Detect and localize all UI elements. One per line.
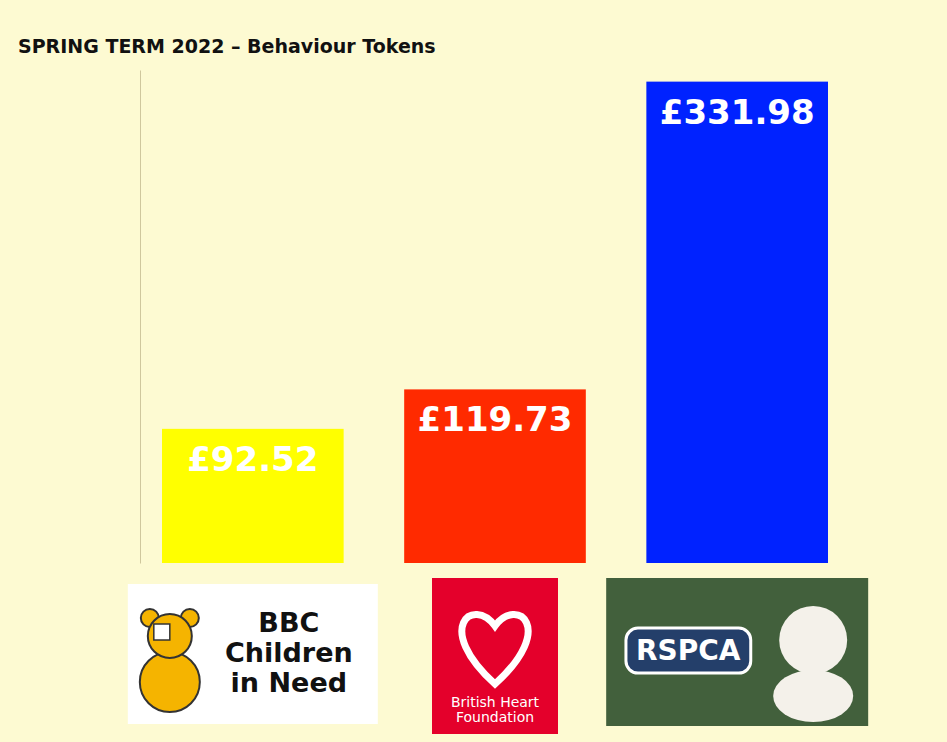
y-axis xyxy=(140,71,141,564)
category-label: RSPCA xyxy=(636,634,741,667)
label-line: Foundation xyxy=(456,709,534,725)
chart: SPRING TERM 2022 – Behaviour Tokens £92.5… xyxy=(0,0,947,742)
logo-background xyxy=(432,578,558,734)
data-label: £331.98 xyxy=(660,92,815,132)
category-label: British HeartFoundation xyxy=(451,694,540,726)
background xyxy=(0,0,947,742)
label-line: RSPCA xyxy=(636,634,741,667)
category-labels: BBCChildrenin Need British HeartFoundatio… xyxy=(128,578,868,734)
title: SPRING TERM 2022 – Behaviour Tokens xyxy=(18,35,436,57)
label-line: Children xyxy=(225,637,353,668)
data-label: £119.73 xyxy=(418,399,573,439)
logo-background xyxy=(128,584,378,724)
category-logo: RSPCA xyxy=(606,578,868,726)
bar xyxy=(404,389,586,563)
bear-bandage xyxy=(154,624,170,640)
logo-dog xyxy=(773,670,853,722)
label-line: in Need xyxy=(231,667,347,698)
category-logo: British HeartFoundation xyxy=(432,578,558,734)
label-line: BBC xyxy=(258,607,319,638)
logo-frame xyxy=(626,628,751,673)
bear-head xyxy=(148,614,192,658)
logo-heart xyxy=(462,615,528,684)
logo-dog xyxy=(779,606,847,674)
logo-background xyxy=(606,578,868,726)
y-axis-line xyxy=(140,71,141,564)
label-line: British Heart xyxy=(451,694,540,710)
data-label: £92.52 xyxy=(187,439,318,479)
bar xyxy=(646,82,828,563)
category-label: BBCChildrenin Need xyxy=(225,607,353,698)
bar xyxy=(162,429,344,563)
data-labels: £92.52 £119.73 £331.98 xyxy=(187,92,814,479)
category-logo: BBCChildrenin Need xyxy=(128,584,378,724)
logo-bear xyxy=(140,609,200,712)
bear-body xyxy=(140,652,200,712)
bars xyxy=(162,82,828,563)
